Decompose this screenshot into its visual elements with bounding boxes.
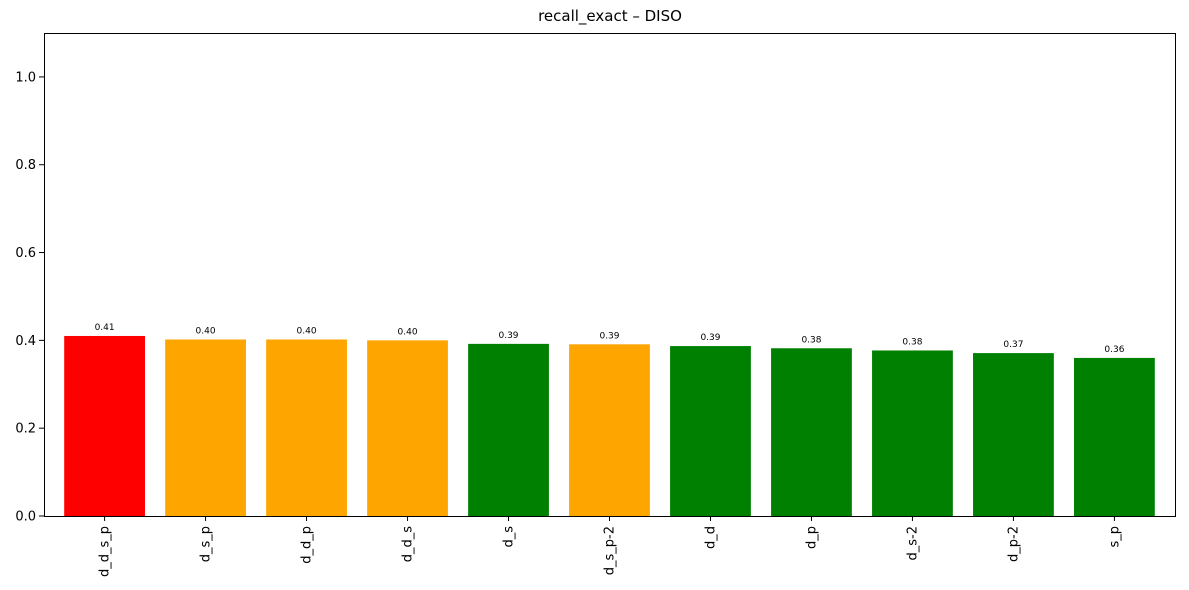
value-label-s_p: 0.36 [1104, 345, 1124, 355]
bar-d_d [670, 346, 751, 516]
bar-d_s-2 [872, 350, 953, 516]
value-label-d_s_p-2: 0.39 [599, 331, 619, 341]
x-tick-label-s_p: s_p [1107, 526, 1122, 548]
value-label-d_p: 0.38 [801, 335, 821, 345]
value-label-d_s: 0.39 [498, 331, 518, 341]
bar-d_p-2 [973, 353, 1054, 516]
x-tick-label-d_d_s: d_d_s [401, 526, 416, 563]
x-tick-label-d_s_p-2: d_s_p-2 [603, 526, 618, 575]
value-label-d_s_p: 0.40 [196, 326, 216, 336]
x-tick-label-d_s-2: d_s-2 [905, 526, 920, 561]
bar-d_d_s [367, 340, 448, 516]
x-tick-label-d_d: d_d [703, 526, 718, 549]
y-tick-label-1.0: 1.0 [15, 70, 36, 85]
y-tick-label-0.0: 0.0 [15, 510, 36, 525]
value-label-d_d_s: 0.40 [398, 327, 418, 337]
value-label-d_s-2: 0.38 [902, 337, 922, 347]
y-tick-label-0.6: 0.6 [15, 246, 36, 261]
x-tick-label-d_p: d_p [804, 526, 819, 549]
x-tick-label-d_d_p: d_d_p [300, 526, 315, 564]
bars-group [64, 335, 1155, 516]
value-label-d_d_p: 0.40 [297, 326, 317, 336]
plot-frame [44, 33, 1176, 517]
y-tick-label-0.4: 0.4 [15, 334, 36, 349]
x-axis: d_d_s_p d_s_p d_d_p d_d_s d_s d_s_p-2 d_d d_p d_… [98, 516, 1122, 577]
y-tick-label-0.8: 0.8 [15, 158, 36, 173]
bar-s_p [1074, 357, 1155, 516]
x-tick-label-d_s_p: d_s_p [199, 526, 214, 562]
bar-d_s_p-2 [569, 344, 650, 516]
value-label-d_d_s_p: 0.41 [95, 323, 115, 333]
y-axis: 0.0 0.2 0.4 0.6 0.8 1.0 [15, 70, 44, 525]
y-tick-label-0.2: 0.2 [15, 422, 36, 437]
bar-d_p [771, 348, 852, 516]
chart-title: recall_exact – DISO [538, 7, 682, 26]
bar-d_d_s_p [64, 335, 145, 516]
bar-d_s_p [165, 339, 246, 516]
bar-d_s [468, 343, 549, 516]
value-label-d_p-2: 0.37 [1003, 340, 1023, 350]
value-labels-group: 0.41 0.40 0.40 0.40 0.39 0.39 0.39 0.38 0.38 0.37… [95, 323, 1125, 355]
x-tick-label-d_s: d_s [502, 526, 517, 548]
x-tick-label-d_d_s_p: d_d_s_p [98, 526, 113, 577]
value-label-d_d: 0.39 [700, 333, 720, 343]
bar-d_d_p [266, 339, 347, 516]
x-tick-label-d_p-2: d_p-2 [1006, 526, 1021, 562]
